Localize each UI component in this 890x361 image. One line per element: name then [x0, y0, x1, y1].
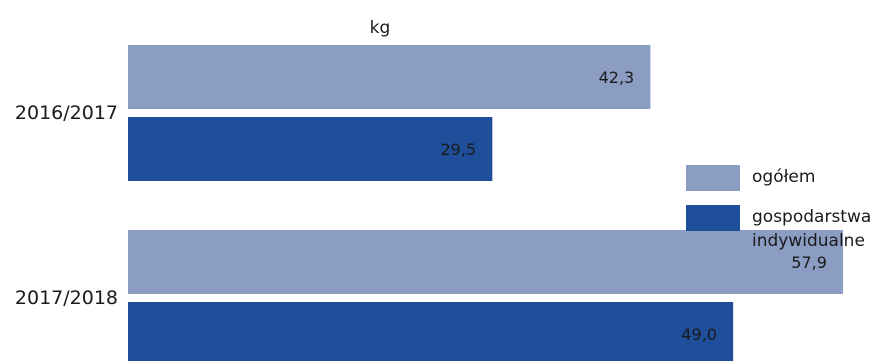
- legend-label-1-line-1: indywidualne: [752, 231, 865, 251]
- legend: ogółem gospodarstwa indywidualne: [686, 165, 871, 251]
- legend-label-1-line-0: gospodarstwa: [752, 207, 871, 227]
- data-label-2016-2017-series-1: 29,5: [441, 140, 477, 159]
- legend-label-0-line-0: ogółem: [752, 167, 815, 187]
- category-label-2017-2018: 2017/2018: [15, 287, 118, 309]
- data-label-2016-2017-series-0: 42,3: [599, 68, 635, 87]
- legend-swatch-0: [686, 165, 740, 191]
- bars-group: 42,3 29,5 2016/2017 57,9 49,0 2017/2018: [15, 45, 844, 361]
- category-label-2016-2017: 2016/2017: [15, 102, 118, 124]
- unit-label: kg: [370, 18, 391, 38]
- legend-swatch-1: [686, 205, 740, 231]
- data-label-2017-2018-series-1: 49,0: [681, 325, 717, 344]
- data-label-2017-2018-series-0: 57,9: [791, 253, 827, 272]
- bar-2017-2018-series-0: [128, 230, 844, 294]
- bar-2016-2017-series-1: [128, 117, 493, 181]
- bar-2017-2018-series-1: [128, 302, 734, 361]
- bar-2016-2017-series-0: [128, 45, 651, 109]
